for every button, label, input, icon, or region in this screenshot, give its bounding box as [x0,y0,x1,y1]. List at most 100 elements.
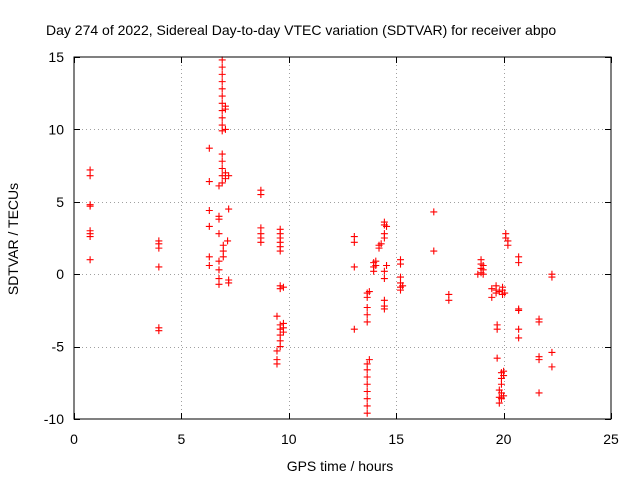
data-point [86,233,94,241]
data-point [218,157,226,165]
data-point [501,289,509,297]
data-point [430,247,438,255]
y-tick-label: 15 [48,49,64,65]
data-point [350,263,358,271]
data-point [276,247,284,255]
data-point [279,283,287,291]
x-tick-label: 5 [178,431,186,447]
y-tick-label: 5 [56,194,64,210]
data-point [224,237,232,245]
data-point [515,306,523,314]
data-point [495,399,503,407]
data-point [375,244,383,252]
y-tick-label: -5 [52,339,65,355]
data-point [218,172,226,180]
data-point [363,311,371,319]
data-point [535,318,543,326]
data-point [215,280,223,288]
x-tick-label: 25 [603,431,619,447]
data-point [380,267,388,275]
data-point [365,356,373,364]
data-point [215,215,223,223]
data-point [365,288,373,296]
tick-labels: 0 5 10 15 20 25 -10 -5 0 5 10 15 [44,49,619,447]
data-point [363,366,371,374]
data-point [225,205,233,213]
axis-ticks [74,57,612,420]
y-axis-label: SDTVAR / TECUs [5,183,21,295]
data-point [219,253,227,261]
data-point [350,325,358,333]
data-point [218,85,226,93]
data-point [218,114,226,122]
y-tick-label: 10 [48,121,64,137]
data-point [370,267,378,275]
data-point [396,260,404,268]
x-axis-label: GPS time / hours [287,458,394,474]
data-point [218,78,226,86]
data-point [215,182,223,190]
data-point [363,402,371,410]
y-tick-label: 0 [56,266,64,282]
data-point [86,202,94,210]
data-point [363,380,371,388]
data-point [500,392,508,400]
data-point [377,240,385,248]
data-point [493,354,501,362]
x-tick-label: 15 [388,431,404,447]
data-point [363,409,371,417]
data-point [273,347,281,355]
data-point [399,282,407,290]
data-point [279,328,287,336]
data-point [205,222,213,230]
data-point [218,127,226,135]
data-point [215,257,223,265]
y-tick-label: -10 [44,411,64,427]
data-point [499,283,507,291]
data-point [535,356,543,364]
data-point [380,234,388,242]
data-point [218,107,226,115]
data-point [504,241,512,249]
data-point [500,372,508,380]
data-point [372,262,380,270]
data-point [155,244,163,252]
data-point [205,253,213,261]
data-point [383,222,391,230]
x-tick-label: 0 [70,431,78,447]
data-point [276,285,284,293]
data-point [535,389,543,397]
data-point [497,380,505,388]
data-point [363,304,371,312]
data-point [430,208,438,216]
data-point [215,230,223,238]
chart-title: Day 274 of 2022, Sidereal Day-to-day VTE… [46,22,556,38]
data-point [515,334,523,342]
data-point [495,288,503,296]
data-point [205,144,213,152]
data-point [488,293,496,301]
data-point [350,238,358,246]
data-point [380,305,388,313]
data-point [205,262,213,270]
data-point [515,325,523,333]
data-point [225,279,233,287]
data-point [273,360,281,368]
grid-lines [74,57,611,419]
data-point [218,179,226,187]
data-point [218,99,226,107]
data-point [492,289,500,297]
data-point [363,293,371,301]
data-point [221,105,229,113]
data-point [380,275,388,283]
data-point [383,262,391,270]
data-point [221,175,229,183]
data-point [363,373,371,381]
plot-frame [73,56,612,420]
data-point [445,296,453,304]
data-point [225,172,233,180]
data-point [273,312,281,320]
data-point [86,172,94,180]
data-point [257,191,265,199]
